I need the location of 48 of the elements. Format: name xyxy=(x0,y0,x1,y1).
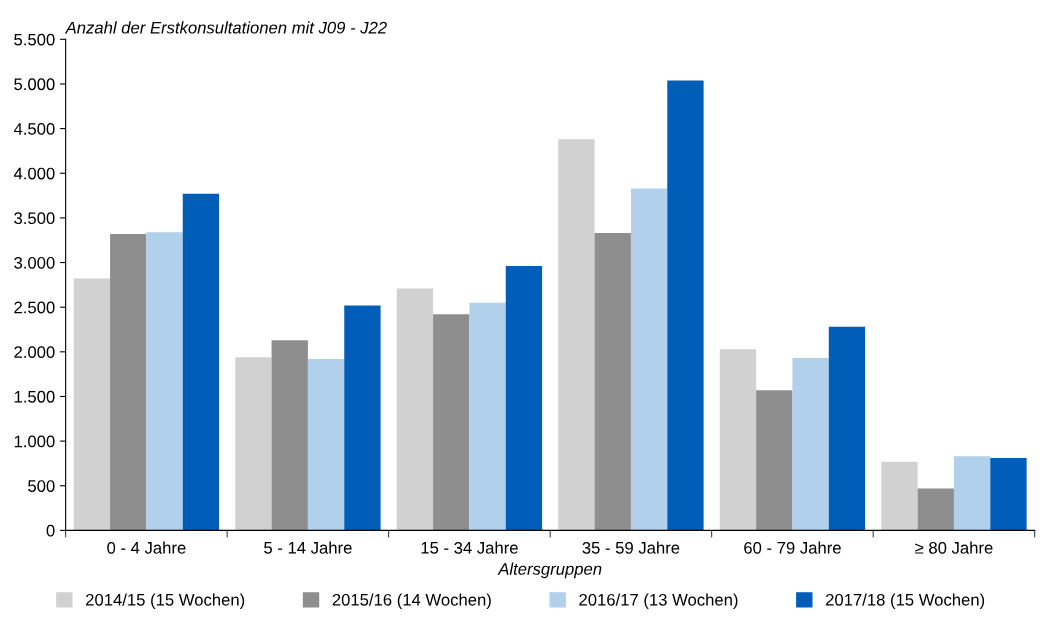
legend-label: 2014/15 (15 Wochen) xyxy=(86,593,245,609)
y-tick-label: 3.500 xyxy=(14,212,55,225)
bar xyxy=(828,326,866,531)
bar xyxy=(792,358,829,531)
bar xyxy=(505,266,543,531)
bar xyxy=(182,193,220,531)
chart-title: Anzahl der Erstkonsultationen mit J09 - J22 xyxy=(64,21,387,34)
legend-label: 2016/17 (13 Wochen) xyxy=(579,593,738,609)
y-tick-label: 1.000 xyxy=(14,435,55,448)
bar xyxy=(433,314,470,531)
bar xyxy=(146,232,183,531)
legend-label: 2017/18 (15 Wochen) xyxy=(825,593,985,609)
x-tick-label: 60 - 79 Jahre xyxy=(744,541,841,554)
x-tick-label: 35 - 59 Jahre xyxy=(582,541,680,554)
x-tick-label: 0 - 4 Jahre xyxy=(107,541,186,554)
x-tick-label: ≥ 80 Jahre xyxy=(915,541,993,554)
bar xyxy=(881,461,918,531)
y-tick-label: 4.000 xyxy=(13,167,55,180)
bar xyxy=(307,358,345,531)
bar xyxy=(110,233,147,531)
bar xyxy=(558,139,595,531)
bar xyxy=(990,458,1027,531)
y-tick-label: 4.500 xyxy=(13,123,55,135)
bar xyxy=(344,305,381,531)
bar xyxy=(630,188,668,531)
bar xyxy=(271,340,308,531)
legend-label: 2015/16 (14 Wochen) xyxy=(332,593,491,609)
y-tick-label: 5.000 xyxy=(14,78,55,91)
bar xyxy=(953,456,991,531)
y-tick-label: 5.500 xyxy=(14,33,55,46)
y-tick-label: 3.000 xyxy=(14,256,55,269)
bar xyxy=(719,349,757,531)
bar xyxy=(235,357,272,531)
x-tick-label: 15 - 34 Jahre xyxy=(421,541,518,554)
bar xyxy=(756,390,793,531)
bar xyxy=(469,302,506,531)
bar xyxy=(917,488,954,531)
y-tick-label: 0 xyxy=(46,524,55,537)
bar xyxy=(73,278,111,531)
y-tick-label: 2.000 xyxy=(14,346,55,359)
x-tick-label: 5 - 14 Jahre xyxy=(264,541,352,554)
y-tick-label: 500 xyxy=(28,480,55,492)
y-tick-label: 2.500 xyxy=(14,301,55,314)
bar xyxy=(396,288,434,531)
bar xyxy=(594,233,631,531)
x-axis-title: Altersgruppen xyxy=(497,562,602,579)
y-tick-label: 1.500 xyxy=(14,390,55,403)
bar xyxy=(667,80,704,531)
